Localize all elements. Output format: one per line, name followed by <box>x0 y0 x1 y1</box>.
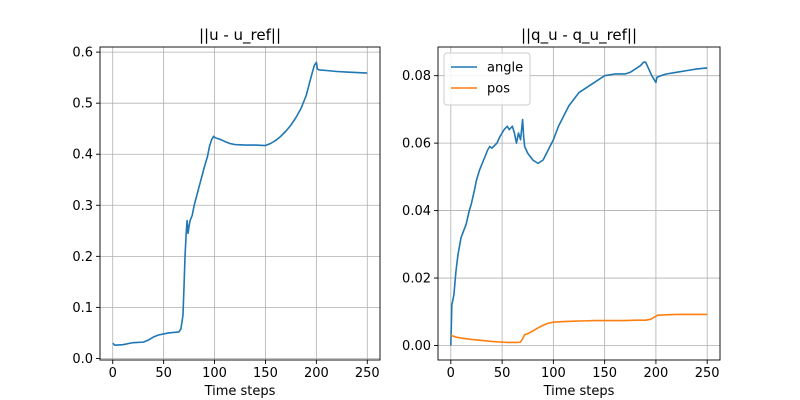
x-tick-label: 50 <box>494 366 511 381</box>
x-tick-label: 100 <box>202 366 227 381</box>
series-group <box>450 61 708 346</box>
x-tick-label: 250 <box>695 366 720 381</box>
y-tick-label: 0.4 <box>72 148 93 163</box>
legend-label-angle: angle <box>487 61 523 76</box>
x-tick-label: 0 <box>447 366 455 381</box>
y-tick-label: 0.2 <box>72 250 93 265</box>
right-panel: 0 50 100 150 200 250 0.00 0.02 0.04 0.06 0.08 ||q_u… <box>402 26 721 399</box>
y-tick-label: 0.1 <box>72 301 93 316</box>
y-tick-label: 0.6 <box>72 46 93 61</box>
chart-title: ||q_u - q_u_ref|| <box>521 26 637 45</box>
x-tick-label: 200 <box>304 366 329 381</box>
y-tick-label: 0.02 <box>402 272 431 287</box>
x-tick-label: 50 <box>155 366 172 381</box>
y-tick-label: 0.00 <box>402 339 431 354</box>
y-tick-label: 0.0 <box>72 352 93 367</box>
x-axis-label: Time steps <box>204 384 276 399</box>
axes-frame <box>99 46 381 361</box>
y-tick-label: 0.08 <box>402 69 431 84</box>
series-line-pos <box>450 313 708 344</box>
x-tick-label: 250 <box>355 366 380 381</box>
x-tick-label: 0 <box>109 366 117 381</box>
series-line-angle <box>450 61 708 346</box>
x-tick-label: 150 <box>253 366 278 381</box>
legend-label-pos: pos <box>487 82 510 97</box>
legend-box <box>443 52 531 106</box>
series-line-series-0 <box>112 61 368 346</box>
y-tick-label: 0.5 <box>72 97 93 112</box>
chart-title: ||u - u_ref|| <box>199 26 281 45</box>
y-tick-label: 0.04 <box>402 204 431 219</box>
x-tick-label: 200 <box>643 366 668 381</box>
legend: angle pos <box>443 52 531 106</box>
series-group <box>112 61 368 346</box>
y-tick-label: 0.06 <box>402 137 431 152</box>
x-tick-label: 100 <box>541 366 566 381</box>
x-axis-label: Time steps <box>543 384 615 399</box>
y-tick-label: 0.3 <box>72 199 93 214</box>
left-panel: 0 50 100 150 200 250 0.0 0.1 0.2 0.3 0.4 0.5 0.6 ||u … <box>72 26 381 399</box>
axes-frame <box>437 46 721 361</box>
x-tick-label: 150 <box>592 366 617 381</box>
